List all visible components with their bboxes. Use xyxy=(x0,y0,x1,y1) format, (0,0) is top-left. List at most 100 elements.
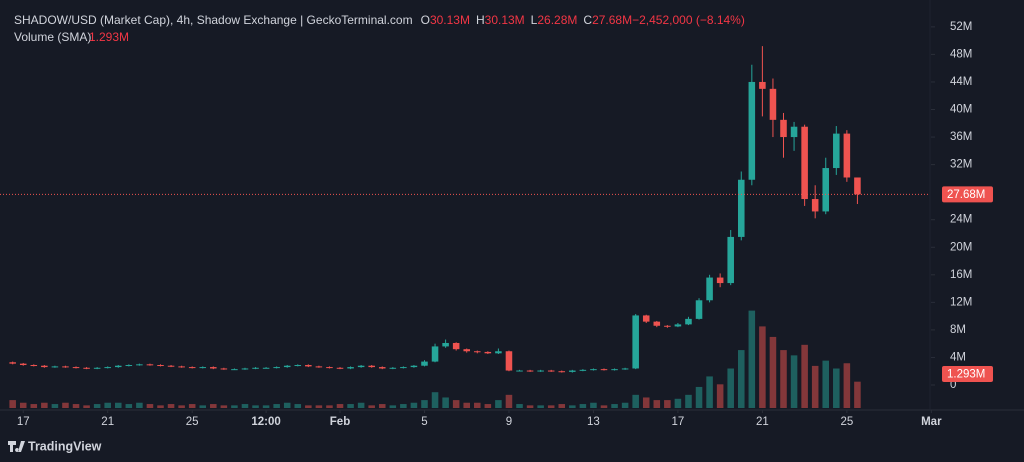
volume-bar xyxy=(83,405,90,408)
volume-bar xyxy=(357,402,365,408)
volume-bar xyxy=(93,404,101,408)
candle-body xyxy=(146,364,154,366)
x-tick-label: 9 xyxy=(506,416,512,428)
volume-sma-tag xyxy=(942,365,993,382)
candle-body xyxy=(854,177,861,195)
candle-body xyxy=(759,81,766,89)
volume-bar xyxy=(167,404,175,408)
candle-body xyxy=(558,371,566,373)
volume-bar xyxy=(526,405,534,408)
candle-body xyxy=(178,366,185,368)
candle-body xyxy=(516,370,523,372)
volume-bar xyxy=(421,400,428,408)
volume-bar xyxy=(347,404,354,408)
candle-body xyxy=(167,365,175,367)
ohlc-value: 27.68M xyxy=(592,13,632,27)
volume-bar xyxy=(600,405,608,408)
volume-bar xyxy=(146,404,154,408)
candle-body xyxy=(822,168,830,212)
volume-bar xyxy=(780,350,787,408)
candle-body xyxy=(336,367,344,369)
x-tick-label: 25 xyxy=(840,416,853,428)
candle-body xyxy=(30,365,38,367)
volume-bar xyxy=(769,336,777,408)
volume-bar xyxy=(632,394,639,408)
candle-body xyxy=(537,370,544,372)
volume-bar xyxy=(452,400,460,408)
candle-body xyxy=(621,368,629,370)
volume-bar xyxy=(199,405,207,408)
volume-bar xyxy=(262,405,270,408)
volume-bar xyxy=(104,402,111,408)
candle-body xyxy=(484,351,492,354)
volume-bar xyxy=(695,386,703,408)
y-tick-label: 20M xyxy=(950,241,972,253)
volume-bar xyxy=(378,404,386,408)
candle-body xyxy=(600,369,608,371)
candle-body xyxy=(410,365,418,368)
volume-bar xyxy=(125,404,133,408)
volume-bar xyxy=(854,381,861,408)
volume-bar xyxy=(547,405,555,408)
ohlc-key: C xyxy=(583,13,592,27)
y-tick-label: 8M xyxy=(950,324,966,336)
volume-bar xyxy=(642,397,650,408)
candle-body xyxy=(790,126,798,138)
volume-legend-value: 1.293M xyxy=(89,30,129,44)
volume-bar xyxy=(400,404,407,408)
candle-body xyxy=(452,342,460,350)
candle-body xyxy=(294,365,302,367)
ohlc-value: −2,452,000 (−8.14%) xyxy=(632,13,745,27)
y-tick-label: 12M xyxy=(950,296,972,308)
y-tick-label: 16M xyxy=(950,269,972,281)
candle-body xyxy=(431,346,439,362)
volume-bar xyxy=(283,402,291,408)
candle-body xyxy=(400,367,407,369)
volume-bar xyxy=(294,404,302,408)
y-tick-label: 52M xyxy=(950,21,972,33)
candle-body xyxy=(674,324,682,327)
candle-body xyxy=(104,367,111,369)
volume-bar xyxy=(590,402,597,408)
ohlc-value: 30.13M xyxy=(485,13,525,27)
candle-body xyxy=(9,362,16,364)
volume-bar xyxy=(558,404,566,408)
candle-body xyxy=(569,370,576,372)
volume-bar xyxy=(505,394,513,408)
volume-bar xyxy=(716,384,724,408)
candle-body xyxy=(421,361,428,366)
volume-bar xyxy=(495,400,502,408)
candle-body xyxy=(210,367,217,369)
volume-bar xyxy=(484,404,492,408)
volume-bar xyxy=(19,402,27,408)
candle-body xyxy=(727,236,734,284)
candle-body xyxy=(220,368,228,370)
candle-body xyxy=(748,81,756,180)
volume-bar xyxy=(664,400,671,408)
volume-bar xyxy=(252,405,259,408)
volume-bar xyxy=(822,360,830,408)
candle-body xyxy=(505,351,513,371)
candle-body xyxy=(262,367,270,369)
x-tick-label: 21 xyxy=(101,416,114,428)
candle-body xyxy=(526,370,534,372)
volume-bar xyxy=(727,368,734,408)
volume-bar xyxy=(463,402,470,408)
candle-body xyxy=(706,277,713,301)
x-tick-label: Feb xyxy=(330,416,350,428)
volume-bar xyxy=(9,400,16,408)
x-tick-label: Mar xyxy=(921,416,942,428)
branding: TradingView xyxy=(28,439,102,453)
volume-bar xyxy=(220,405,228,408)
volume-bar xyxy=(326,405,333,408)
x-tick-label: 17 xyxy=(672,416,685,428)
candle-body xyxy=(716,277,724,284)
candle-body xyxy=(632,315,639,369)
volume-bar xyxy=(516,404,523,408)
x-tick-label: 21 xyxy=(756,416,769,428)
volume-bar xyxy=(537,405,544,408)
volume-bar xyxy=(621,402,629,408)
volume-sma-label: 1.293M xyxy=(947,368,985,380)
candle-body xyxy=(653,321,661,326)
